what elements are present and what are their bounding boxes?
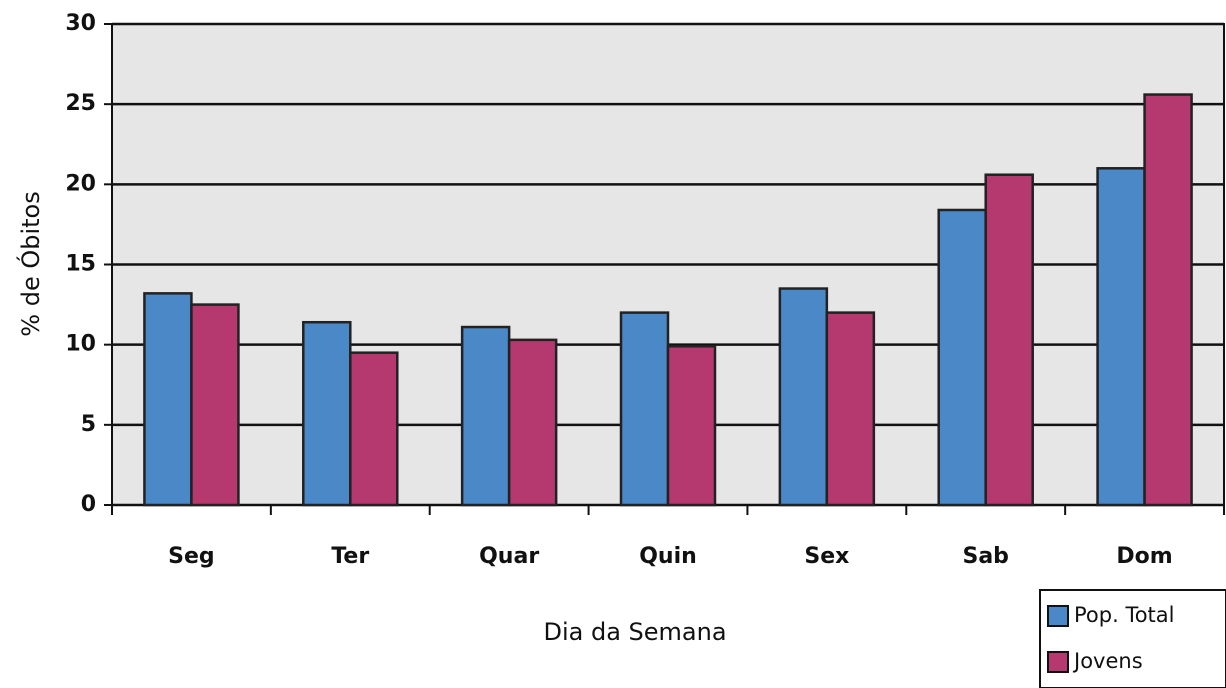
- legend-box: [1039, 589, 1226, 688]
- legend-swatch: [1047, 651, 1069, 673]
- bar: [302, 320, 352, 507]
- x-tick-label: Seg: [168, 544, 215, 569]
- y-tick-label: 15: [65, 252, 96, 277]
- y-tick-label: 20: [65, 171, 96, 196]
- bar: [143, 292, 193, 507]
- y-tick-label: 0: [81, 492, 96, 517]
- bar: [984, 173, 1034, 507]
- bar: [619, 311, 670, 507]
- bar: [1096, 167, 1146, 507]
- bar: [507, 338, 558, 507]
- bar: [778, 287, 829, 507]
- x-tick-label: Sab: [962, 544, 1008, 569]
- bar: [349, 351, 399, 507]
- bar: [666, 345, 717, 507]
- bar: [1143, 93, 1193, 507]
- legend-label: Pop. Total: [1074, 603, 1175, 627]
- bar: [190, 303, 240, 507]
- y-axis-label: % de Óbitos: [15, 191, 45, 336]
- bar: [825, 311, 876, 507]
- y-tick-label: 10: [65, 332, 96, 357]
- x-tick-label: Quin: [639, 544, 697, 569]
- y-tick-label: 30: [65, 11, 96, 36]
- legend-label: Jovens: [1072, 649, 1143, 673]
- bar: [460, 325, 511, 507]
- y-tick-label: 25: [65, 91, 96, 116]
- x-tick-label: Dom: [1116, 544, 1172, 569]
- x-axis-label: Dia da Semana: [543, 618, 726, 646]
- x-tick-label: Quar: [479, 544, 539, 569]
- legend-swatch: [1047, 605, 1069, 627]
- bar: [937, 208, 987, 507]
- x-tick-label: Ter: [331, 544, 369, 569]
- x-tick-label: Sex: [804, 544, 849, 569]
- y-tick-label: 5: [81, 412, 96, 437]
